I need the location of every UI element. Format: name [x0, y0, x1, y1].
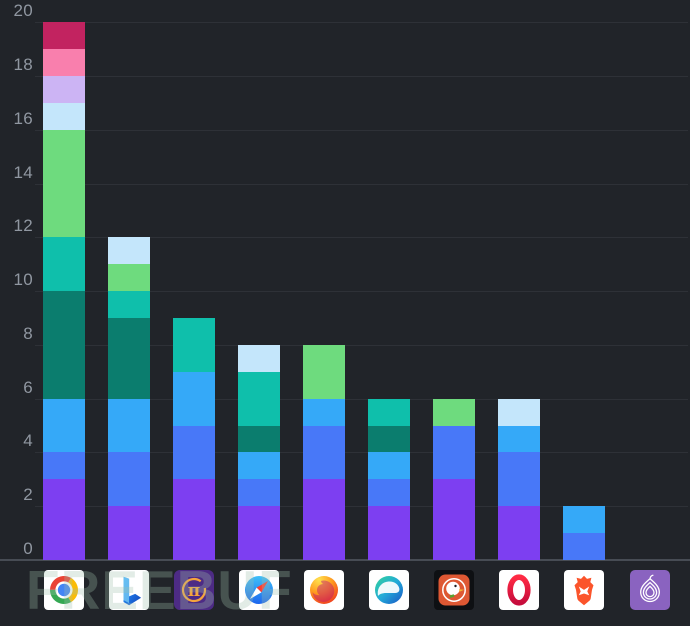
- safari-icon: [239, 570, 280, 610]
- bar-segment-firefox-royal-blue: [303, 425, 346, 480]
- bar-segment-opera-purple: [498, 506, 541, 560]
- bar-segment-firefox-sky-blue: [303, 398, 346, 426]
- bar-segment-duckduckgo-green: [433, 398, 476, 426]
- gridline-y-4: [35, 452, 688, 454]
- svg-text:π: π: [188, 581, 200, 601]
- tor-icon: [629, 570, 670, 610]
- bar-segment-edge-sky-blue: [368, 452, 411, 480]
- bar-segment-bing-sky-blue: [108, 398, 151, 453]
- bar-segment-bing-purple: [108, 506, 151, 560]
- bing-icon: [109, 570, 150, 610]
- gridline-y-6: [35, 398, 688, 400]
- y-tick-label: 14: [13, 162, 33, 182]
- bar-segment-firefox-green: [303, 344, 346, 399]
- x-tick-edge: [369, 570, 410, 610]
- y-tick-label: 2: [23, 485, 33, 505]
- bar-segment-edge-purple: [368, 506, 411, 560]
- bar-segment-chrome-lavender: [43, 76, 85, 104]
- bar-segment-opera-pale-blue: [498, 398, 541, 426]
- bar-segment-brave-royal-blue: [563, 533, 606, 560]
- bar-segment-pi-browser-purple: [173, 479, 216, 560]
- bar-segment-safari-dark-teal: [238, 425, 281, 453]
- x-tick-pi-browser: π: [174, 570, 215, 610]
- bar-segment-pi-browser-teal: [173, 318, 216, 372]
- x-tick-duckduckgo: [434, 570, 475, 610]
- gridline-y-2: [35, 506, 688, 508]
- duckduckgo-icon: [434, 570, 475, 610]
- y-tick-label: 10: [13, 270, 33, 290]
- bar-segment-bing-dark-teal: [108, 318, 151, 399]
- bar-segment-safari-pale-blue: [238, 344, 281, 372]
- bar-segment-edge-dark-teal: [368, 425, 411, 453]
- y-tick-label: 16: [13, 108, 33, 128]
- bar-segment-edge-teal: [368, 398, 411, 426]
- bar-segment-chrome-sky-blue: [43, 398, 85, 453]
- bar-segment-opera-royal-blue: [498, 452, 541, 507]
- y-tick-label: 20: [13, 1, 33, 21]
- bar-segment-safari-royal-blue: [238, 479, 281, 507]
- bar-segment-opera-sky-blue: [498, 425, 541, 453]
- x-tick-tor: [629, 570, 670, 610]
- firefox-icon: [304, 570, 345, 610]
- x-tick-bing: [109, 570, 150, 610]
- y-tick-label: 0: [23, 539, 33, 558]
- x-tick-opera: [499, 570, 540, 610]
- bar-segment-chrome-green: [43, 129, 85, 238]
- gridline-y-20: [35, 22, 688, 24]
- bar-segment-bing-royal-blue: [108, 452, 151, 507]
- gridline-y-12: [35, 237, 688, 239]
- gridline-y-14: [35, 183, 688, 185]
- brave-icon: [564, 570, 605, 610]
- bar-segment-bing-pale-blue: [108, 237, 151, 265]
- bar-segment-bing-teal: [108, 291, 151, 319]
- x-tick-safari: [239, 570, 280, 610]
- gridline-y-10: [35, 291, 688, 293]
- bar-segment-safari-sky-blue: [238, 452, 281, 480]
- bar-segment-brave-sky-blue: [563, 506, 606, 534]
- y-tick-label: 12: [13, 216, 33, 236]
- bar-segment-safari-teal: [238, 371, 281, 426]
- bar-segment-edge-royal-blue: [368, 479, 411, 507]
- gridline-y-8: [35, 344, 688, 346]
- bar-segment-duckduckgo-purple: [433, 479, 476, 560]
- bar-segment-duckduckgo-royal-blue: [433, 425, 476, 480]
- bar-segment-chrome-purple: [43, 479, 85, 560]
- opera-icon: [499, 570, 540, 610]
- edge-icon: [369, 570, 410, 610]
- bar-segment-safari-purple: [238, 506, 281, 560]
- bar-segment-firefox-purple: [303, 479, 346, 560]
- x-tick-firefox: [304, 570, 345, 610]
- gridline-y-16: [35, 129, 688, 131]
- x-tick-chrome: [44, 570, 84, 610]
- y-tick-label: 6: [23, 377, 33, 397]
- y-tick-label: 18: [13, 55, 33, 75]
- bar-segment-pi-browser-royal-blue: [173, 425, 216, 480]
- bar-segment-pi-browser-sky-blue: [173, 371, 216, 426]
- y-tick-label: 8: [23, 323, 33, 343]
- bar-segment-chrome-teal: [43, 237, 85, 292]
- chrome-icon: [44, 570, 84, 610]
- bar-segment-chrome-pale-blue: [43, 103, 85, 130]
- y-tick-label: 4: [23, 431, 33, 451]
- bar-segment-chrome-royal-blue: [43, 452, 85, 480]
- bar-segment-chrome-dark-teal: [43, 291, 85, 399]
- bar-segment-chrome-crimson: [43, 22, 85, 50]
- pi-browser-icon: π: [174, 570, 215, 610]
- x-tick-brave: [564, 570, 605, 610]
- bar-segment-chrome-pink: [43, 49, 85, 77]
- bar-segment-bing-green: [108, 264, 151, 292]
- gridline-y-18: [35, 76, 688, 78]
